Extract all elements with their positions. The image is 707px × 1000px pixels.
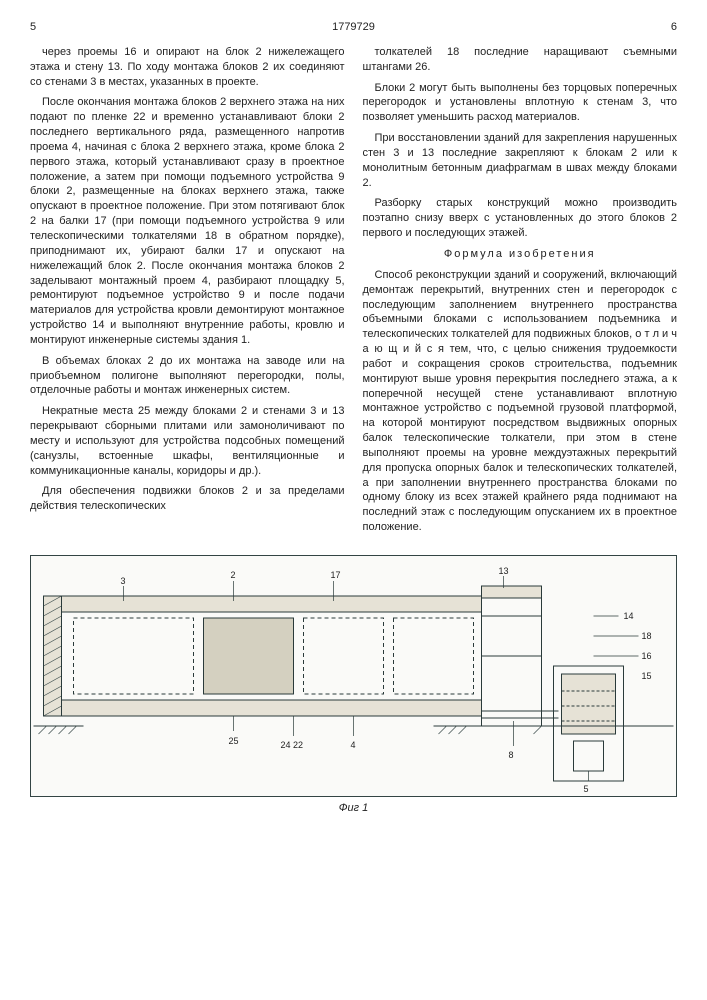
text-columns: через проемы 16 и опирают на блок 2 ниже… — [30, 45, 677, 541]
svg-text:2: 2 — [231, 570, 236, 580]
svg-text:4: 4 — [351, 740, 356, 750]
svg-text:16: 16 — [642, 651, 652, 661]
paragraph: Разборку старых конструкций можно произв… — [363, 196, 678, 241]
figure-svg: 3 2 17 13 14 18 16 15 25 24 22 4 8 5 — [31, 556, 676, 796]
paragraph: Способ реконструкции зданий и сооружений… — [363, 268, 678, 535]
svg-text:14: 14 — [624, 611, 634, 621]
right-column: толкателей 18 последние наращивают съемн… — [363, 45, 678, 541]
paragraph: Некратные места 25 между блоками 2 и сте… — [30, 404, 345, 478]
document-number: 1779729 — [36, 20, 671, 35]
paragraph: Блоки 2 могут быть выполнены без торцовы… — [363, 81, 678, 126]
svg-text:15: 15 — [642, 671, 652, 681]
svg-text:8: 8 — [509, 750, 514, 760]
paragraph: При восстановлении зданий для закреплени… — [363, 131, 678, 190]
svg-text:18: 18 — [642, 631, 652, 641]
left-column: через проемы 16 и опирают на блок 2 ниже… — [30, 45, 345, 541]
formula-title: Формула изобретения — [363, 247, 678, 262]
svg-text:25: 25 — [229, 736, 239, 746]
paragraph: Для обеспечения подвижки блоков 2 и за п… — [30, 484, 345, 514]
paragraph: В объемах блоках 2 до их монтажа на заво… — [30, 354, 345, 399]
page-header: 5 1779729 6 — [30, 20, 677, 35]
svg-text:24 22: 24 22 — [281, 740, 304, 750]
svg-text:5: 5 — [584, 784, 589, 794]
svg-text:17: 17 — [331, 570, 341, 580]
paragraph: через проемы 16 и опирают на блок 2 ниже… — [30, 45, 345, 90]
svg-text:13: 13 — [499, 566, 509, 576]
figure-1: 3 2 17 13 14 18 16 15 25 24 22 4 8 5 — [30, 555, 677, 797]
paragraph: толкателей 18 последние наращивают съемн… — [363, 45, 678, 75]
figure-label: Фиг 1 — [30, 801, 677, 816]
page-num-right: 6 — [671, 20, 677, 35]
paragraph: После окончания монтажа блоков 2 верхнег… — [30, 95, 345, 347]
svg-text:3: 3 — [121, 576, 126, 586]
